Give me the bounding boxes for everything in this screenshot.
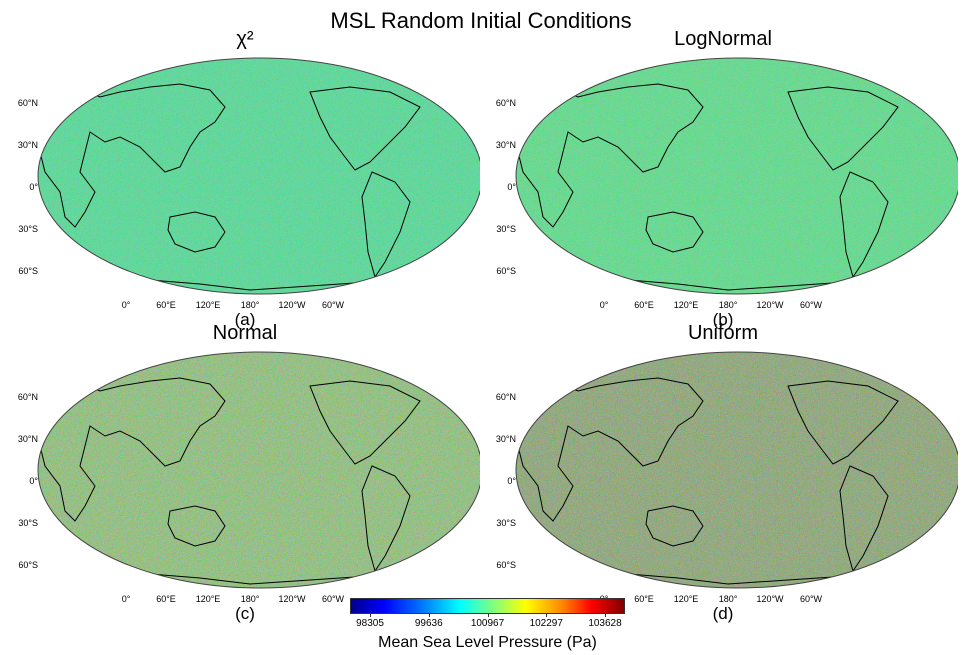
coastline: [39, 377, 226, 522]
lon-label: 120°W: [756, 594, 784, 604]
lon-label: 0°: [121, 300, 131, 310]
panel-letter: (b): [712, 310, 734, 329]
lat-label: 60°N: [17, 98, 38, 108]
lon-label: 180°: [240, 594, 260, 604]
lat-label: 60°S: [18, 560, 38, 570]
lat-label: 60°S: [496, 266, 516, 276]
lon-label: 60°E: [156, 300, 176, 310]
lon-label: 120°E: [195, 300, 221, 310]
map-panel-a: χ² 60°N 30°N 0° 30°S 60°S 0° 60°E 120°E 180° 120°W…: [10, 28, 480, 332]
colorbar-tick: [370, 613, 371, 617]
lon-label: 0°: [121, 594, 131, 604]
map-panel-b: LogNormal 60°N 30°N 0° 30°S 60°S 0° 60°E 120°E 18…: [488, 28, 958, 332]
colorbar-label: Mean Sea Level Pressure (Pa): [378, 634, 597, 651]
lon-label: 60°E: [156, 594, 176, 604]
colorbar-tick-label: 99636: [414, 618, 443, 629]
colorbar-tick: [428, 613, 430, 617]
lon-label: 120°W: [278, 594, 306, 604]
coastline: [517, 377, 704, 522]
random-noise: [38, 58, 480, 294]
random-noise: [516, 58, 958, 294]
map-field: [37, 351, 480, 589]
lon-label: 120°E: [195, 594, 221, 604]
lat-label: 30°N: [17, 434, 38, 444]
colorbar-tick: [605, 613, 606, 617]
random-noise: [516, 352, 958, 588]
coastline: [39, 83, 226, 228]
lon-label: 60°W: [321, 300, 345, 310]
panel-title: Uniform: [687, 322, 758, 344]
coastline: [787, 86, 899, 171]
map-field: [515, 57, 958, 295]
map-panel-c: Normal 60°N 30°N 0° 30°S 60°S 0° 60°E 120°E 180° 1…: [10, 322, 480, 626]
lat-label: 0°: [507, 476, 516, 486]
coastline: [309, 380, 421, 465]
colorbar-tick-label: 102297: [529, 618, 563, 629]
lon-label: 60°E: [634, 300, 654, 310]
lat-label: 30°N: [495, 434, 516, 444]
lat-label: 60°S: [496, 560, 516, 570]
colorbar-tick-label: 98305: [356, 618, 384, 629]
lat-label: 0°: [29, 476, 38, 486]
panel-title: χ²: [236, 28, 254, 50]
lat-label: 60°N: [17, 392, 38, 402]
lat-label: 0°: [507, 182, 516, 192]
lon-label: 180°: [718, 300, 738, 310]
colorbar-tick: [546, 613, 548, 617]
coastline: [309, 86, 421, 171]
lat-label: 30°N: [17, 140, 38, 150]
coastline: [839, 465, 889, 573]
colorbar-tick-label: 103628: [588, 618, 622, 629]
lat-label: 30°S: [496, 518, 516, 528]
lat-label: 60°N: [495, 98, 516, 108]
coastline: [645, 505, 704, 547]
lon-label: 120°W: [756, 300, 784, 310]
lat-label: 30°S: [18, 518, 38, 528]
lon-label: 120°W: [278, 300, 306, 310]
panel-letter: (c): [235, 604, 255, 623]
coastline: [167, 505, 226, 547]
figure-title: MSL Random Initial Conditions: [330, 8, 632, 33]
colorbar-tick-label: 100967: [470, 618, 505, 629]
lat-label: 30°N: [495, 140, 516, 150]
lon-label: 180°: [240, 300, 260, 310]
coastline: [167, 211, 226, 253]
map-field: [37, 57, 480, 295]
coastline: [839, 171, 889, 279]
coastline: [787, 380, 899, 465]
panel-letter: (d): [712, 604, 734, 623]
lon-label: 120°E: [673, 594, 699, 604]
map-panel-d: Uniform60°N30°N0°30°S60°S0°60°E120°E180°…: [488, 322, 958, 626]
map-outline: [515, 57, 958, 295]
lon-label: 0°: [599, 300, 609, 310]
map-field: [515, 351, 958, 589]
colorbar: 98305 99636 100967 102297 103628 Mean Sea Le…: [350, 598, 625, 655]
map-outline: [515, 351, 958, 589]
colorbar-tick: [487, 613, 489, 617]
lat-label: 30°S: [18, 224, 38, 234]
lon-label: 60°E: [634, 594, 654, 604]
lat-label: 60°N: [495, 392, 516, 402]
panel-letter: (a): [234, 310, 256, 329]
coastline: [645, 211, 704, 253]
map-outline: [37, 57, 480, 295]
lon-label: 180°: [718, 594, 738, 604]
map-outline: [37, 351, 480, 589]
lon-label: 60°W: [799, 594, 823, 604]
lat-label: 60°S: [18, 266, 38, 276]
coastline: [361, 465, 411, 573]
coastline: [517, 83, 704, 228]
lon-label: 60°W: [321, 594, 345, 604]
panel-title: Normal: [212, 322, 278, 344]
colorbar-gradient: [350, 598, 625, 614]
panel-title: LogNormal: [674, 28, 772, 50]
random-noise: [38, 352, 480, 588]
lat-label: 30°S: [496, 224, 516, 234]
lon-label: 60°W: [799, 300, 823, 310]
lat-label: 0°: [29, 182, 38, 192]
coastline: [361, 171, 411, 279]
lon-label: 120°E: [673, 300, 699, 310]
